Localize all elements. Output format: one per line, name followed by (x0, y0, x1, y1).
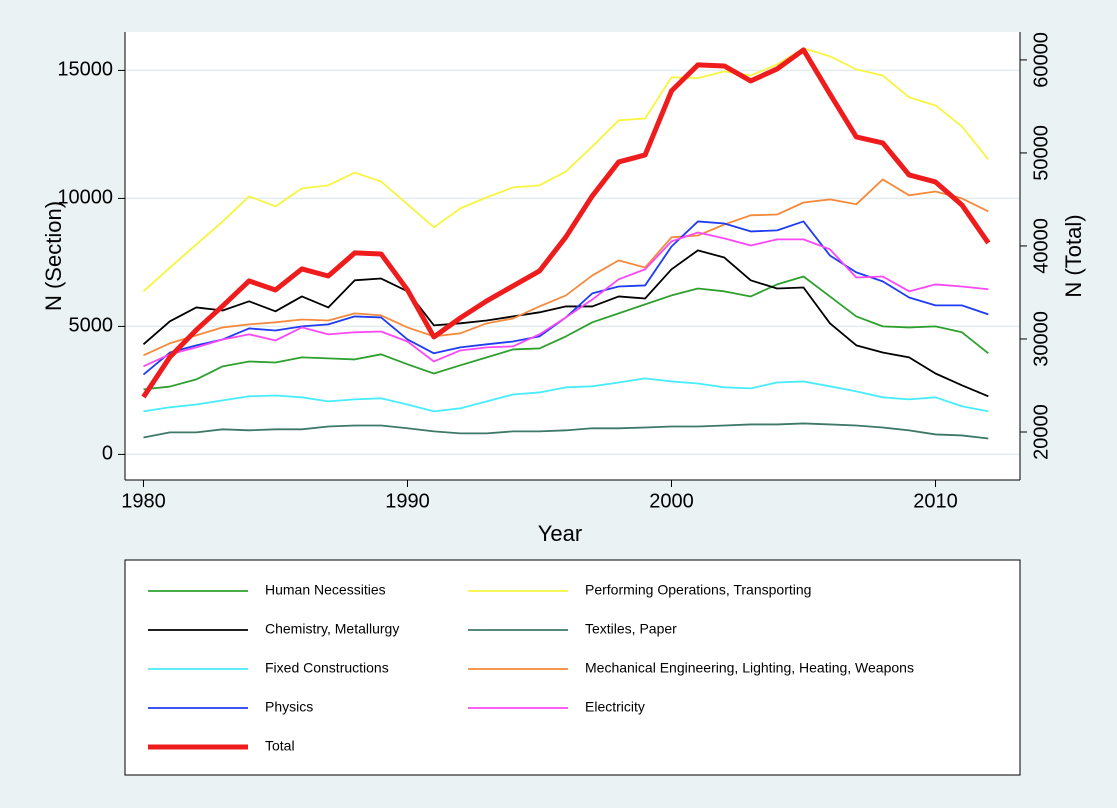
series-line (142, 47, 990, 292)
legend-label: Performing Operations, Transporting (585, 582, 811, 598)
series-line (143, 275, 989, 391)
x-tick-label: 2000 (649, 490, 694, 512)
y-tick-label: 0 (102, 443, 113, 465)
legend-box (124, 559, 1021, 776)
y2-tick-label: 60000 (1030, 32, 1052, 88)
x-tick-label: 1980 (121, 490, 166, 512)
y2-tick-label: 40000 (1030, 218, 1052, 274)
legend-label: Human Necessities (265, 582, 386, 598)
x-axis-title: Year (538, 521, 582, 546)
legend-label: Electricity (585, 699, 645, 715)
y2-tick-label: 50000 (1030, 125, 1052, 181)
series-line (143, 178, 989, 357)
series-line (143, 422, 989, 440)
legend-label: Total (265, 738, 295, 754)
series-line (143, 231, 989, 368)
y-axis-title: N (Section) (41, 201, 66, 311)
y-tick-label: 10000 (57, 187, 113, 209)
legend-label: Physics (265, 699, 313, 715)
legend-label: Mechanical Engineering, Lighting, Heatin… (585, 660, 914, 676)
x-tick-label: 2010 (913, 490, 958, 512)
y-tick-label: 15000 (57, 59, 113, 81)
series-line (143, 377, 989, 413)
y2-tick-label: 30000 (1030, 311, 1052, 367)
plot-area (125, 32, 1020, 480)
series-line (141, 47, 991, 399)
y-tick-label: 5000 (69, 315, 114, 337)
legend-label: Fixed Constructions (265, 660, 389, 676)
y2-axis-title: N (Total) (1061, 214, 1086, 297)
legend-label: Textiles, Paper (585, 621, 677, 637)
y2-tick-label: 20000 (1030, 404, 1052, 460)
series-line (142, 249, 989, 398)
legend-label: Chemistry, Metallurgy (265, 621, 399, 637)
x-tick-label: 1990 (385, 490, 430, 512)
